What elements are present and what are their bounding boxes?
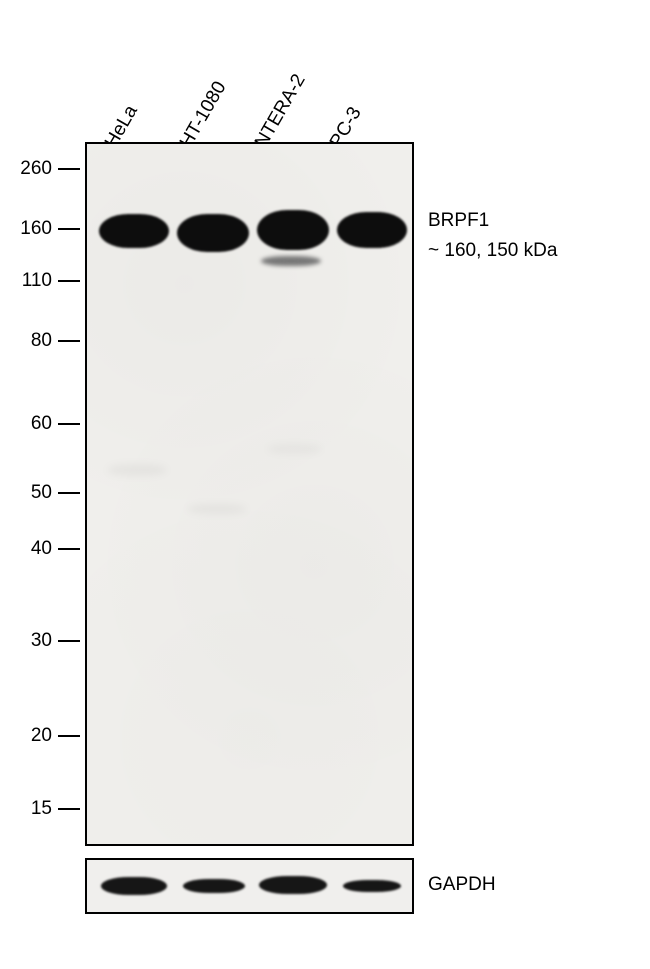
mw-label: 20	[10, 725, 52, 747]
mw-tick	[58, 280, 80, 282]
lane-label: NTERA-2	[251, 71, 311, 152]
mw-tick	[58, 228, 80, 230]
target-protein-mw: ~ 160, 150 kDa	[428, 240, 557, 262]
protein-band	[257, 210, 329, 250]
mw-label: 260	[10, 158, 52, 180]
mw-tick	[58, 492, 80, 494]
mw-label: 50	[10, 482, 52, 504]
mw-label: 60	[10, 413, 52, 435]
mw-label: 40	[10, 538, 52, 560]
loading-control-band	[183, 879, 245, 893]
faint-band	[187, 504, 247, 514]
faint-band	[107, 464, 167, 476]
main-blot-background	[87, 144, 412, 844]
loading-control-band	[259, 876, 327, 894]
protein-band	[337, 212, 407, 248]
mw-tick	[58, 423, 80, 425]
gapdh-blot	[85, 858, 414, 914]
protein-band	[177, 214, 249, 252]
loading-control-band	[343, 880, 401, 892]
mw-label: 30	[10, 630, 52, 652]
protein-band	[261, 256, 321, 266]
mw-tick	[58, 340, 80, 342]
loading-control-label: GAPDH	[428, 874, 496, 896]
protein-band	[99, 214, 169, 248]
western-blot-figure: HeLaHT-1080NTERA-2PC-3 26016011080605040…	[0, 0, 650, 969]
mw-label: 80	[10, 330, 52, 352]
faint-band	[267, 444, 322, 454]
lane-label: HT-1080	[176, 78, 231, 152]
mw-label: 110	[10, 270, 52, 292]
mw-tick	[58, 640, 80, 642]
mw-tick	[58, 548, 80, 550]
mw-tick	[58, 168, 80, 170]
mw-tick	[58, 735, 80, 737]
main-blot	[85, 142, 414, 846]
mw-label: 15	[10, 798, 52, 820]
target-protein-label: BRPF1	[428, 210, 489, 232]
mw-tick	[58, 808, 80, 810]
mw-label: 160	[10, 218, 52, 240]
loading-control-band	[101, 877, 167, 895]
